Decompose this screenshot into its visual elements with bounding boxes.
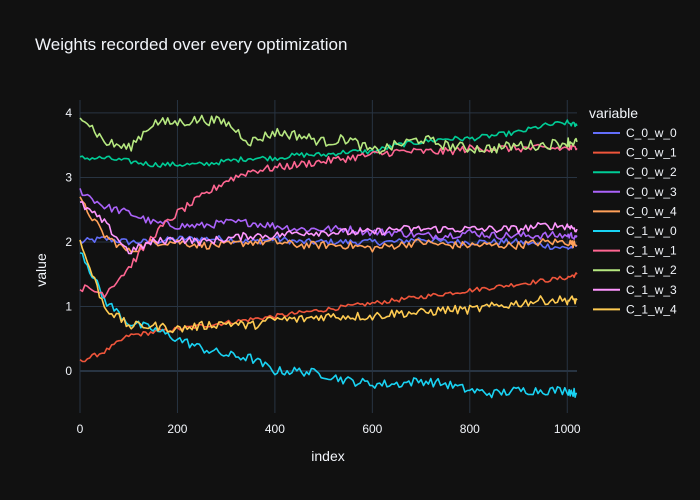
legend: variable C_0_w_0C_0_w_1C_0_w_2C_0_w_3C_0…	[589, 105, 677, 316]
y-tick-label: 1	[65, 300, 72, 314]
series-line-C_1_w_2	[79, 114, 578, 155]
legend-label: C_1_w_4	[626, 302, 677, 316]
legend-item-C_1_w_1[interactable]: C_1_w_1	[593, 244, 677, 258]
series-lines	[79, 114, 578, 399]
y-axis-ticks: 0 1 2 3 4	[65, 106, 72, 378]
legend-label: C_0_w_1	[626, 146, 677, 160]
series-line-C_1_w_4	[79, 239, 578, 334]
y-axis-title: value	[33, 253, 49, 287]
y-tick-label: 0	[65, 364, 72, 378]
y-tick-label: 4	[65, 106, 72, 120]
series-line-C_1_w_1	[79, 143, 578, 299]
plot-area: 0 200 400 600 800 1000 0 1 2 3 4	[65, 100, 581, 436]
series-line-C_0_w_0	[79, 235, 578, 250]
legend-label: C_1_w_1	[626, 244, 677, 258]
legend-item-C_0_w_4[interactable]: C_0_w_4	[593, 204, 677, 218]
legend-label: C_0_w_3	[626, 185, 677, 199]
legend-item-C_0_w_2[interactable]: C_0_w_2	[593, 165, 677, 179]
legend-label: C_0_w_4	[626, 204, 677, 218]
legend-item-C_0_w_0[interactable]: C_0_w_0	[593, 126, 677, 140]
legend-item-C_0_w_3[interactable]: C_0_w_3	[593, 185, 677, 199]
series-line-C_0_w_1	[79, 272, 578, 363]
legend-item-C_1_w_2[interactable]: C_1_w_2	[593, 263, 677, 277]
legend-label: C_1_w_2	[626, 263, 677, 277]
series-line-C_1_w_0	[79, 252, 578, 399]
x-tick-label: 1000	[554, 422, 581, 436]
x-tick-label: 400	[265, 422, 285, 436]
legend-items: C_0_w_0 C_0_w_1 C_0_w_2 C_0_w_3 C_0_w_4 C_1_w…	[593, 126, 677, 316]
x-tick-label: 200	[167, 422, 187, 436]
y-tick-label: 3	[65, 170, 72, 184]
legend-item-C_0_w_1[interactable]: C_0_w_1	[593, 146, 677, 160]
legend-label: C_0_w_2	[626, 165, 677, 179]
legend-title: variable	[589, 105, 638, 121]
legend-item-C_1_w_4[interactable]: C_1_w_4	[593, 302, 677, 316]
x-tick-label: 0	[77, 422, 84, 436]
x-axis-ticks: 0 200 400 600 800 1000	[77, 422, 581, 436]
series-line-C_0_w_2	[79, 119, 578, 168]
x-tick-label: 800	[460, 422, 480, 436]
chart-title: Weights recorded over every optimization	[35, 35, 347, 54]
x-tick-label: 600	[362, 422, 382, 436]
legend-label: C_1_w_3	[626, 283, 677, 297]
legend-item-C_1_w_3[interactable]: C_1_w_3	[593, 283, 677, 297]
y-tick-label: 2	[65, 235, 72, 249]
series-line-C_1_w_3	[79, 201, 578, 255]
legend-item-C_1_w_0[interactable]: C_1_w_0	[593, 224, 677, 238]
legend-label: C_0_w_0	[626, 126, 677, 140]
x-axis-title: index	[311, 448, 344, 464]
legend-label: C_1_w_0	[626, 224, 677, 238]
